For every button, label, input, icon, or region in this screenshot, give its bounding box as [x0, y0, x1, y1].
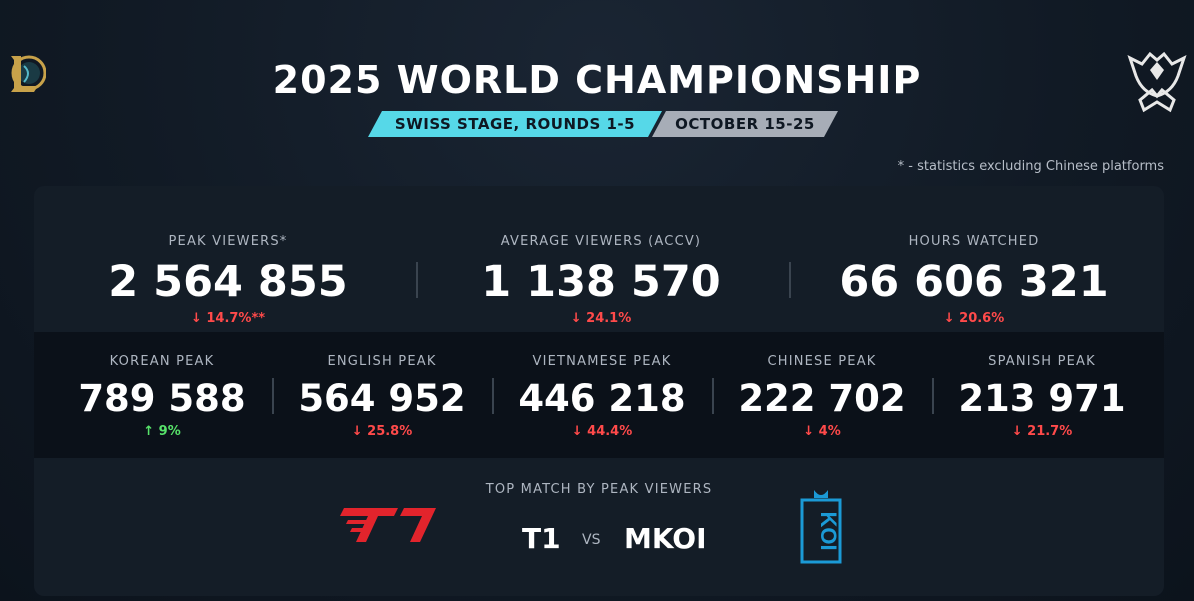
- stat-label: VIETNAMESE PEAK: [532, 354, 672, 369]
- stat-value: 564 952: [298, 377, 466, 420]
- team1-name: T1: [522, 522, 561, 555]
- koi-logo-text: KOI: [816, 511, 841, 550]
- stat-value: 213 971: [958, 377, 1126, 420]
- stat-delta: ↓ 44.4%: [571, 424, 633, 439]
- stat-korean-peak: KOREAN PEAK 789 588 ↑ 9%: [70, 354, 254, 439]
- stat-label: HOURS WATCHED: [908, 234, 1040, 249]
- stat-average-viewers: AVERAGE VIEWERS (ACCV) 1 138 570 ↓ 24.1%: [462, 234, 740, 326]
- language-stats-band: [34, 332, 1164, 458]
- stage-tag: SWISS STAGE, ROUNDS 1-5: [368, 111, 662, 137]
- stat-label: AVERAGE VIEWERS (ACCV): [500, 234, 702, 249]
- stat-hours-watched: HOURS WATCHED 66 606 321 ↓ 20.6%: [824, 234, 1124, 326]
- divider: [272, 378, 274, 414]
- footnote: * - statistics excluding Chinese platfor…: [897, 159, 1164, 174]
- koi-logo-icon: KOI: [800, 490, 842, 564]
- stat-label: SPANISH PEAK: [988, 354, 1096, 369]
- stat-delta: ↓ 20.6%: [943, 311, 1005, 326]
- versus-label: VS: [582, 532, 601, 548]
- stat-chinese-peak: CHINESE PEAK 222 702 ↓ 4%: [730, 354, 914, 439]
- stat-delta: ↓ 21.7%: [1011, 424, 1073, 439]
- stat-delta: ↑ 9%: [143, 424, 181, 439]
- stat-delta: ↓ 24.1%: [570, 311, 632, 326]
- t1-logo-icon: [340, 508, 436, 542]
- stat-value: 1 138 570: [481, 257, 721, 307]
- stat-english-peak: ENGLISH PEAK 564 952 ↓ 25.8%: [290, 354, 474, 439]
- stat-value: 446 218: [518, 377, 686, 420]
- stats-panel: PEAK VIEWERS* 2 564 855 ↓ 14.7%** AVERAG…: [34, 186, 1164, 596]
- stat-label: CHINESE PEAK: [767, 354, 877, 369]
- stat-value: 2 564 855: [108, 257, 348, 307]
- stat-delta: ↓ 14.7%**: [190, 311, 266, 326]
- divider: [492, 378, 494, 414]
- stat-label: KOREAN PEAK: [109, 354, 215, 369]
- divider: [789, 262, 791, 298]
- stat-value: 66 606 321: [839, 257, 1109, 307]
- date-tag: OCTOBER 15-25: [652, 111, 838, 137]
- team2-name: MKOI: [624, 522, 707, 555]
- stat-vietnamese-peak: VIETNAMESE PEAK 446 218 ↓ 44.4%: [510, 354, 694, 439]
- page-title: 2025 WORLD CHAMPIONSHIP: [272, 58, 922, 102]
- league-of-legends-logo-icon: [11, 55, 46, 92]
- stat-peak-viewers: PEAK VIEWERS* 2 564 855 ↓ 14.7%**: [100, 234, 356, 326]
- stat-label: PEAK VIEWERS*: [168, 234, 288, 249]
- stat-value: 222 702: [738, 377, 906, 420]
- worlds-trophy-logo-icon: [1127, 51, 1187, 113]
- divider: [712, 378, 714, 414]
- divider: [932, 378, 934, 414]
- stat-label: ENGLISH PEAK: [327, 354, 437, 369]
- stat-spanish-peak: SPANISH PEAK 213 971 ↓ 21.7%: [950, 354, 1134, 439]
- stat-value: 789 588: [78, 377, 246, 420]
- stat-delta: ↓ 25.8%: [351, 424, 413, 439]
- divider: [416, 262, 418, 298]
- top-match-label: TOP MATCH BY PEAK VIEWERS: [485, 482, 713, 497]
- stat-delta: ↓ 4%: [803, 424, 841, 439]
